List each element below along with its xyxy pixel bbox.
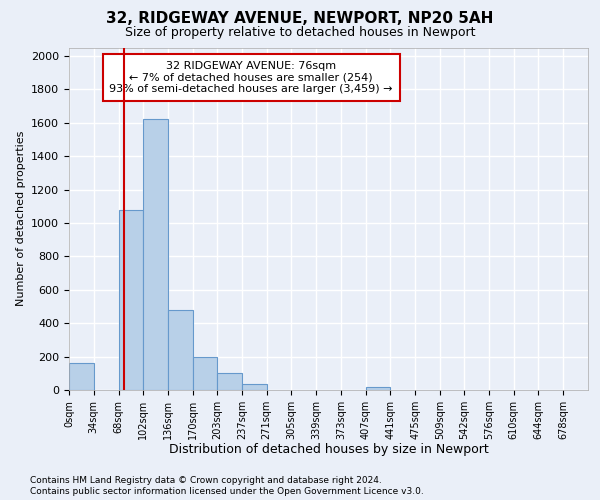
Text: Distribution of detached houses by size in Newport: Distribution of detached houses by size … xyxy=(169,442,488,456)
Text: 32 RIDGEWAY AVENUE: 76sqm
← 7% of detached houses are smaller (254)
93% of semi-: 32 RIDGEWAY AVENUE: 76sqm ← 7% of detach… xyxy=(109,61,393,94)
Bar xyxy=(168,310,193,390)
Bar xyxy=(217,374,242,390)
Text: 32, RIDGEWAY AVENUE, NEWPORT, NP20 5AH: 32, RIDGEWAY AVENUE, NEWPORT, NP20 5AH xyxy=(106,11,494,26)
Bar xyxy=(242,384,266,390)
Y-axis label: Number of detached properties: Number of detached properties xyxy=(16,131,26,306)
Bar xyxy=(365,386,391,390)
Bar xyxy=(143,120,168,390)
Text: Size of property relative to detached houses in Newport: Size of property relative to detached ho… xyxy=(125,26,475,39)
Bar xyxy=(193,356,217,390)
Bar xyxy=(69,364,94,390)
Bar xyxy=(119,210,143,390)
Text: Contains public sector information licensed under the Open Government Licence v3: Contains public sector information licen… xyxy=(30,488,424,496)
Text: Contains HM Land Registry data © Crown copyright and database right 2024.: Contains HM Land Registry data © Crown c… xyxy=(30,476,382,485)
